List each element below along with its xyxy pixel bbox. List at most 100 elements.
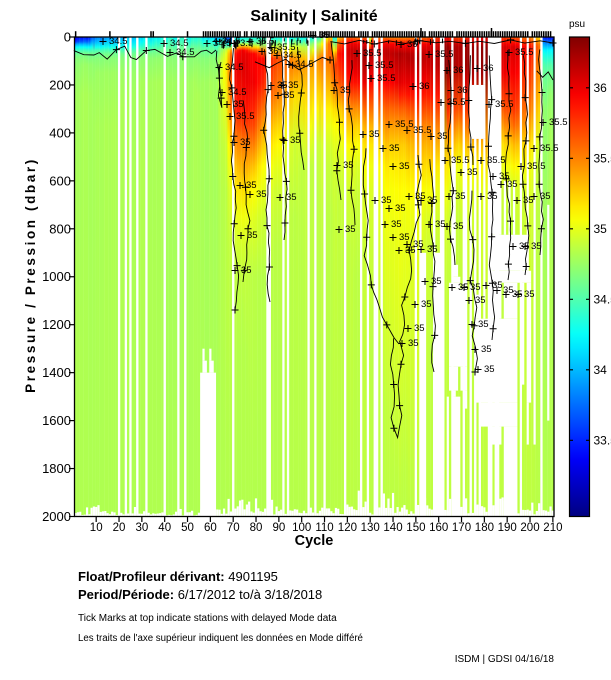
svg-text:35: 35 <box>453 221 464 232</box>
svg-text:1600: 1600 <box>42 413 71 428</box>
svg-text:35: 35 <box>345 224 356 235</box>
svg-text:35.5: 35.5 <box>413 125 432 136</box>
svg-text:35: 35 <box>241 265 252 276</box>
svg-text:80: 80 <box>250 522 263 534</box>
svg-text:35: 35 <box>288 80 299 91</box>
svg-text:35: 35 <box>431 276 442 287</box>
svg-text:35: 35 <box>395 203 406 214</box>
svg-text:35: 35 <box>343 160 354 171</box>
svg-text:ISDM | GDSI 04/16/18: ISDM | GDSI 04/16/18 <box>455 654 555 665</box>
svg-text:35.5: 35.5 <box>395 119 414 130</box>
svg-text:0: 0 <box>64 30 71 45</box>
svg-text:34.5: 34.5 <box>295 59 314 70</box>
svg-text:120: 120 <box>338 522 357 534</box>
svg-text:35: 35 <box>247 230 258 241</box>
svg-text:35: 35 <box>437 131 448 142</box>
svg-text:35: 35 <box>408 338 419 349</box>
svg-text:35: 35 <box>421 299 432 310</box>
svg-text:130: 130 <box>361 522 380 534</box>
svg-text:35.5: 35.5 <box>451 155 470 166</box>
svg-text:60: 60 <box>204 522 217 534</box>
svg-text:35.5: 35.5 <box>594 151 611 165</box>
svg-text:35: 35 <box>391 219 402 230</box>
svg-text:600: 600 <box>49 173 71 188</box>
svg-text:400: 400 <box>49 125 71 140</box>
svg-text:1800: 1800 <box>42 461 71 476</box>
svg-text:34.5: 34.5 <box>225 62 244 73</box>
svg-text:35: 35 <box>389 143 400 154</box>
svg-text:35: 35 <box>399 232 410 243</box>
svg-text:36: 36 <box>483 63 494 74</box>
svg-text:35.5: 35.5 <box>549 117 568 128</box>
svg-text:35.5: 35.5 <box>495 99 514 110</box>
svg-text:35.5: 35.5 <box>236 111 255 122</box>
svg-text:34.5: 34.5 <box>176 47 195 58</box>
svg-text:200: 200 <box>49 78 71 93</box>
svg-text:36: 36 <box>457 85 468 96</box>
svg-text:35.5: 35.5 <box>515 47 534 58</box>
svg-text:36: 36 <box>407 39 418 50</box>
svg-text:40: 40 <box>158 522 171 534</box>
svg-text:33.5: 33.5 <box>594 433 611 447</box>
svg-text:10: 10 <box>90 522 103 534</box>
svg-text:1000: 1000 <box>42 269 71 284</box>
svg-text:34.5: 34.5 <box>228 87 247 98</box>
svg-text:35: 35 <box>540 191 551 202</box>
svg-text:36: 36 <box>419 81 430 92</box>
svg-text:35.5: 35.5 <box>435 49 454 60</box>
svg-text:34.5: 34.5 <box>594 292 611 306</box>
svg-text:35: 35 <box>435 219 446 230</box>
svg-text:150: 150 <box>406 522 425 534</box>
svg-text:35: 35 <box>487 191 498 202</box>
svg-text:Tick Marks at top indicate sta: Tick Marks at top indicate stations with… <box>78 613 337 624</box>
svg-text:30: 30 <box>136 522 149 534</box>
svg-text:35: 35 <box>233 99 244 110</box>
svg-text:35: 35 <box>531 241 542 252</box>
svg-text:90: 90 <box>273 522 286 534</box>
svg-text:35: 35 <box>484 364 495 375</box>
svg-text:35: 35 <box>455 191 466 202</box>
svg-text:35: 35 <box>427 195 438 206</box>
svg-text:35: 35 <box>594 222 608 236</box>
svg-text:35: 35 <box>470 282 481 293</box>
svg-text:35.5: 35.5 <box>487 155 506 166</box>
svg-text:35.5: 35.5 <box>527 161 546 172</box>
svg-text:190: 190 <box>498 522 517 534</box>
svg-text:35: 35 <box>290 135 301 146</box>
svg-text:170: 170 <box>452 522 471 534</box>
svg-text:35: 35 <box>478 319 489 330</box>
svg-text:35.5: 35.5 <box>377 73 396 84</box>
svg-text:1400: 1400 <box>42 365 71 380</box>
svg-text:140: 140 <box>383 522 402 534</box>
svg-text:Les traits de l'axe supérieur: Les traits de l'axe supérieur indiquent … <box>78 633 363 644</box>
svg-text:35: 35 <box>399 161 410 172</box>
svg-text:35: 35 <box>284 90 295 101</box>
svg-text:35: 35 <box>427 244 438 255</box>
svg-text:35: 35 <box>369 129 380 140</box>
svg-text:35: 35 <box>240 137 251 148</box>
svg-text:20: 20 <box>113 522 126 534</box>
svg-text:1200: 1200 <box>42 317 71 332</box>
svg-text:35: 35 <box>414 323 425 334</box>
svg-text:35: 35 <box>413 239 424 250</box>
svg-text:2000: 2000 <box>42 509 71 524</box>
svg-text:35.5: 35.5 <box>363 48 382 59</box>
svg-text:35: 35 <box>507 179 518 190</box>
svg-text:35: 35 <box>475 295 486 306</box>
svg-text:35: 35 <box>340 85 351 96</box>
svg-text:210: 210 <box>543 522 562 534</box>
svg-text:3.5: 3.5 <box>240 38 253 49</box>
svg-text:Float/Profileur dérivant: 4901: Float/Profileur dérivant: 4901195 <box>78 569 278 584</box>
svg-text:70: 70 <box>227 522 240 534</box>
svg-text:35: 35 <box>524 289 535 300</box>
svg-text:35.5: 35.5 <box>540 143 559 154</box>
svg-text:35: 35 <box>481 344 492 355</box>
svg-text:35.5: 35.5 <box>447 97 466 108</box>
svg-text:36: 36 <box>594 81 608 95</box>
svg-text:200: 200 <box>520 522 539 534</box>
svg-text:34: 34 <box>594 363 608 377</box>
svg-text:35: 35 <box>286 192 297 203</box>
svg-text:35: 35 <box>381 195 392 206</box>
svg-text:180: 180 <box>475 522 494 534</box>
svg-text:160: 160 <box>429 522 448 534</box>
